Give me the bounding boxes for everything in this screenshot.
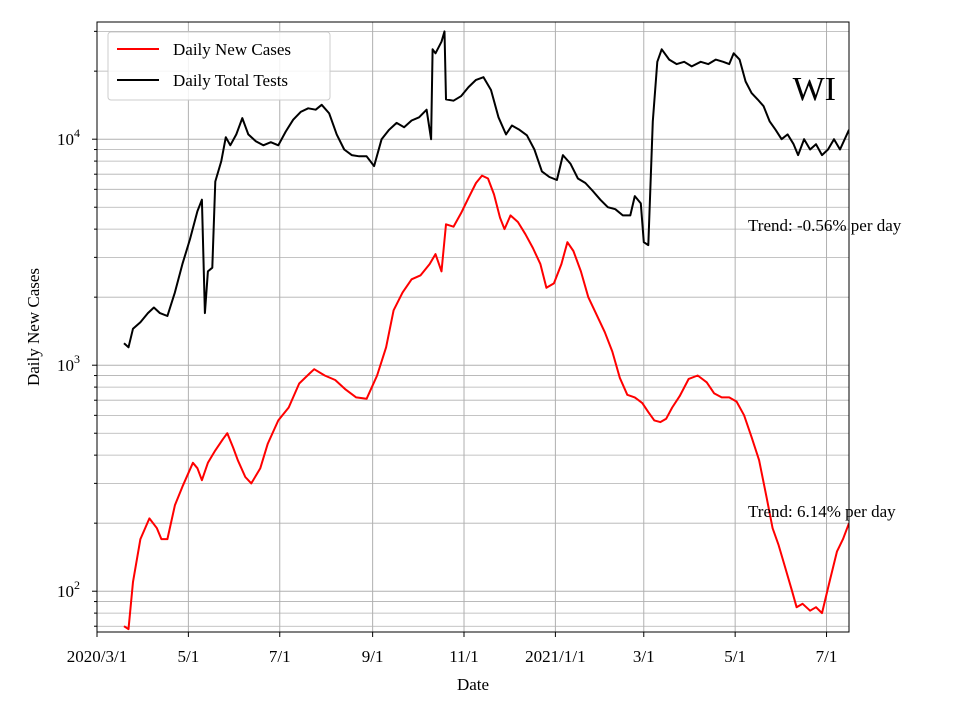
x-tick-label: 11/1 <box>449 647 479 666</box>
grid-lines <box>96 22 849 632</box>
legend: Daily New Cases Daily Total Tests <box>107 31 331 101</box>
y-tick-label: 103 <box>57 352 80 375</box>
x-tick-label: 5/1 <box>724 647 746 666</box>
state-label: WI <box>793 71 836 108</box>
series-layer <box>123 30 849 631</box>
y-axis: 102 103 104 <box>57 30 97 627</box>
x-tick-label: 7/1 <box>269 647 291 666</box>
tests-trend-annotation: Trend: -0.56% per day <box>748 216 902 235</box>
plot-frame <box>96 21 850 633</box>
x-tick-label: 2020/3/1 <box>67 647 127 666</box>
x-tick-label: 2021/1/1 <box>525 647 585 666</box>
legend-label-daily-new-cases: Daily New Cases <box>173 40 291 59</box>
y-tick-label: 104 <box>57 126 80 149</box>
x-tick-label: 7/1 <box>816 647 838 666</box>
legend-label-daily-total-tests: Daily Total Tests <box>173 71 288 90</box>
y-tick-label: 102 <box>57 578 80 601</box>
cases-trend-annotation: Trend: 6.14% per day <box>748 502 896 521</box>
x-tick-label: 5/1 <box>178 647 200 666</box>
y-axis-label: Daily New Cases <box>24 268 43 386</box>
series-line-daily-new-cases <box>123 174 849 631</box>
legend-box <box>107 31 331 101</box>
x-axis-label: Date <box>457 675 489 694</box>
x-axis: 2020/3/1 5/1 7/1 9/1 11/1 2021/1/1 3/1 5/1 7/1 <box>67 632 838 666</box>
x-tick-label: 9/1 <box>362 647 384 666</box>
x-tick-label: 3/1 <box>633 647 655 666</box>
series-line-daily-total-tests <box>123 30 849 349</box>
